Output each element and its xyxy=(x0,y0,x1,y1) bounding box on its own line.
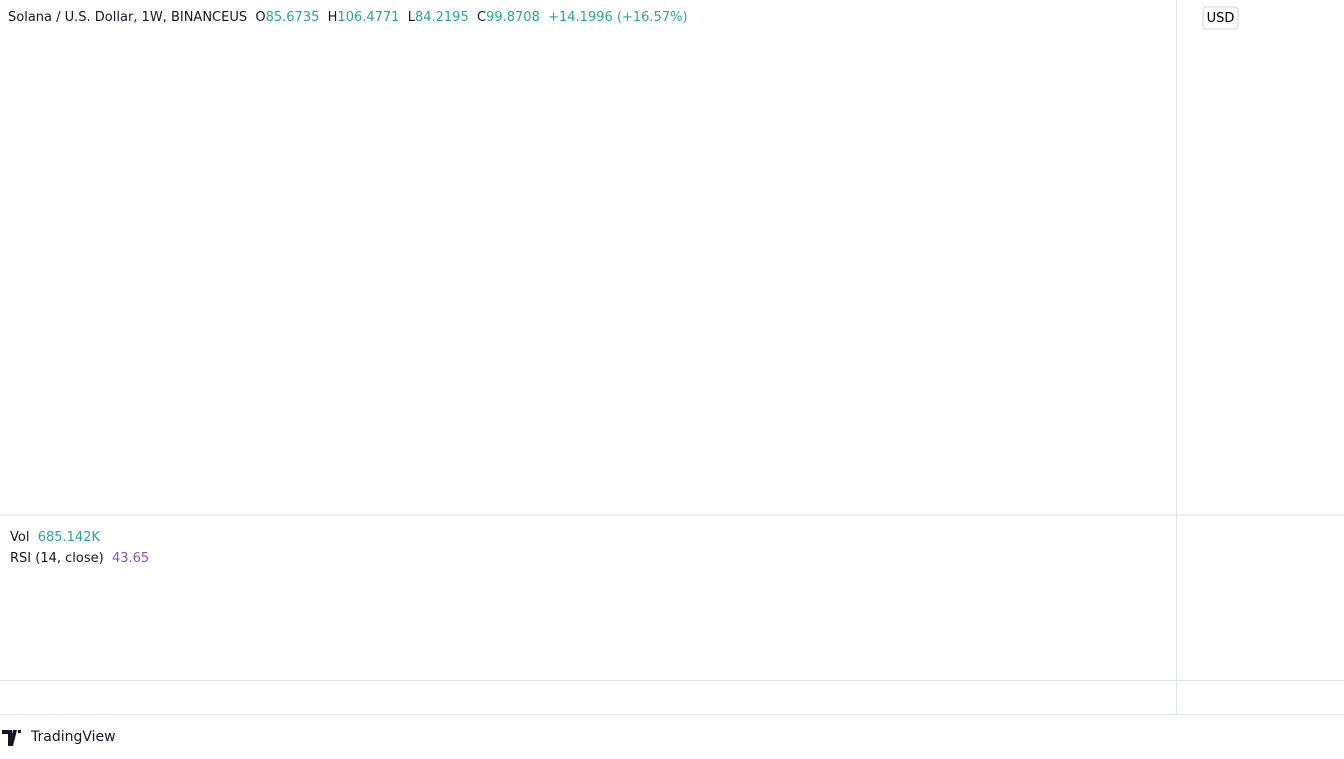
brand: TradingView xyxy=(31,729,116,745)
chart: USD xyxy=(0,0,1344,714)
footer: TradingView xyxy=(0,714,1344,759)
currency: USD xyxy=(1207,11,1235,26)
high-value: 106.4771 xyxy=(337,10,400,25)
ohlc-label: L xyxy=(407,10,415,25)
rsi-legend: RSI (14, close) 43.65 xyxy=(10,548,149,569)
volume-last: 685.142K xyxy=(37,530,101,545)
brand-logo xyxy=(2,730,21,746)
close-value: 99.8708 xyxy=(486,10,540,25)
change: +14.1996 xyxy=(548,10,613,25)
ohlc-label: H xyxy=(327,10,338,25)
ohlc-label: O xyxy=(255,10,266,25)
currency-box[interactable] xyxy=(1202,6,1239,30)
rsi-name: RSI (14, close) xyxy=(10,551,104,566)
volume-name: Vol xyxy=(10,530,30,545)
rsi-last: 43.65 xyxy=(111,551,150,566)
symbol-title: Solana / U.S. Dollar, 1W, BINANCEUS xyxy=(8,10,248,25)
change-pct: (+16.57%) xyxy=(616,10,688,25)
volume-legend: Vol 685.142K xyxy=(10,527,149,548)
indicator-legend: Vol 685.142K RSI (14, close) 43.65 xyxy=(10,527,149,569)
open-value: 85.6735 xyxy=(265,10,320,25)
low-value: 84.2195 xyxy=(414,10,469,25)
ohlc-label: C xyxy=(477,10,487,25)
header: Solana / U.S. Dollar, 1W, BINANCEUS O85.… xyxy=(8,10,688,25)
